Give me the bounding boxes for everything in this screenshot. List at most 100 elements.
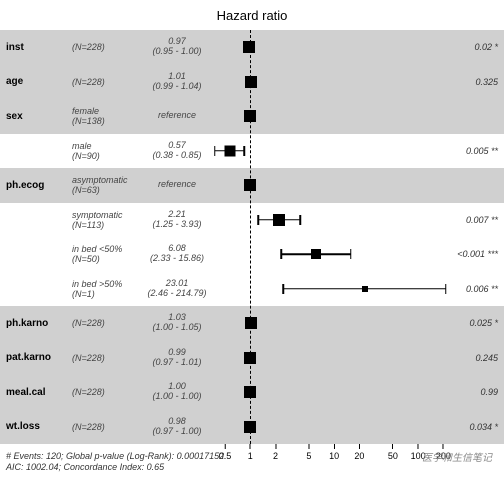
point-marker: [224, 145, 235, 156]
hr-label: reference: [142, 180, 212, 190]
plot-cell: [212, 272, 446, 307]
hr-label: 1.00(1.00 - 1.00): [142, 382, 212, 402]
forest-row: wt.loss(N=228)0.98(0.97 - 1.00) 0.034 *: [0, 410, 504, 445]
axis-tick: 50: [388, 444, 398, 461]
chart-area: inst(N=228)0.97(0.95 - 1.00)0.02 *age(N=…: [0, 30, 504, 444]
point-marker: [243, 41, 255, 53]
axis-tick: 5: [306, 444, 311, 461]
forest-row: inst(N=228)0.97(0.95 - 1.00) 0.02 *: [0, 30, 504, 65]
n-label: (N=228): [72, 77, 142, 87]
axis-tick: 20: [354, 444, 364, 461]
p-value: 0.99: [480, 387, 498, 397]
plot-cell: [212, 341, 446, 376]
hr-label: 2.21(1.25 - 3.93): [142, 210, 212, 230]
ci-cap: [280, 249, 282, 259]
hr-label: 0.98(0.97 - 1.00): [142, 417, 212, 437]
n-label: asymptomatic(N=63): [72, 175, 142, 195]
p-value: 0.325: [475, 77, 498, 87]
ci-cap: [282, 284, 284, 294]
n-label: male(N=90): [72, 141, 142, 161]
hr-label: 6.08(2.33 - 15.86): [142, 244, 212, 264]
variable-label: sex: [0, 111, 72, 122]
chart-title: Hazard ratio: [0, 0, 504, 23]
variable-label: ph.ecog: [0, 180, 72, 191]
ci-cap: [350, 249, 352, 259]
variable-label: ph.karno: [0, 318, 72, 329]
n-label: female(N=138): [72, 106, 142, 126]
p-value: 0.006 **: [466, 284, 498, 294]
p-value: 0.02 *: [474, 42, 498, 52]
plot-cell: [212, 99, 446, 134]
forest-row: symptomatic(N=113)2.21(1.25 - 3.93) 0.007…: [0, 203, 504, 238]
forest-row: ph.ecogasymptomatic(N=63)reference: [0, 168, 504, 203]
p-value: 0.034 *: [469, 422, 498, 432]
x-axis: 0.5125102050100200: [212, 444, 446, 474]
variable-label: pat.karno: [0, 352, 72, 363]
point-marker: [311, 249, 321, 259]
n-label: symptomatic(N=113): [72, 210, 142, 230]
plot-cell: [212, 168, 446, 203]
point-marker: [362, 286, 368, 292]
ci-cap: [445, 284, 447, 294]
n-label: (N=228): [72, 318, 142, 328]
forest-row: ph.karno(N=228)1.03(1.00 - 1.05) 0.025 *: [0, 306, 504, 341]
tick-label: 10: [329, 451, 339, 461]
reference-line: [250, 30, 251, 444]
ci-cap: [244, 146, 246, 156]
n-label: (N=228): [72, 387, 142, 397]
hr-label: 0.97(0.95 - 1.00): [142, 37, 212, 57]
hr-label: 23.01(2.46 - 214.79): [142, 279, 212, 299]
footer-line2: AIC: 1002.04; Concordance Index: 0.65: [6, 462, 224, 474]
ci-cap: [258, 215, 260, 225]
hr-label: 1.01(0.99 - 1.04): [142, 72, 212, 92]
n-label: in bed <50%(N=50): [72, 244, 142, 264]
footer-text: # Events: 120; Global p-value (Log-Rank)…: [6, 451, 224, 474]
n-label: (N=228): [72, 353, 142, 363]
footer-line1: # Events: 120; Global p-value (Log-Rank)…: [6, 451, 224, 463]
tick-label: 5: [306, 451, 311, 461]
plot-cell: [212, 375, 446, 410]
forest-row: pat.karno(N=228)0.99(0.97 - 1.01) 0.245: [0, 341, 504, 376]
forest-row: in bed <50%(N=50)6.08(2.33 - 15.86) <0.00…: [0, 237, 504, 272]
n-label: (N=228): [72, 422, 142, 432]
tick-label: 20: [354, 451, 364, 461]
plot-cell: [212, 203, 446, 238]
forest-row: in bed >50%(N=1)23.01(2.46 - 214.79) 0.00…: [0, 272, 504, 307]
variable-label: meal.cal: [0, 387, 72, 398]
hr-label: 1.03(1.00 - 1.05): [142, 313, 212, 333]
p-value: 0.025 *: [469, 318, 498, 328]
plot-cell: [212, 237, 446, 272]
plot-cell: [212, 410, 446, 445]
tick-label: 50: [388, 451, 398, 461]
ci-cap: [214, 146, 216, 156]
axis-tick: 1: [248, 444, 253, 461]
n-label: in bed >50%(N=1): [72, 279, 142, 299]
variable-label: inst: [0, 42, 72, 53]
forest-row: meal.cal(N=228)1.00(1.00 - 1.00) 0.99: [0, 375, 504, 410]
hr-label: 0.99(0.97 - 1.01): [142, 348, 212, 368]
tick-label: 2: [273, 451, 278, 461]
plot-cell: [212, 134, 446, 169]
axis-tick: 2: [273, 444, 278, 461]
hr-label: reference: [142, 111, 212, 121]
p-value: 0.005 **: [466, 146, 498, 156]
hr-label: 0.57(0.38 - 0.85): [142, 141, 212, 161]
forest-row: male(N=90)0.57(0.38 - 0.85) 0.005 **: [0, 134, 504, 169]
axis-tick: 10: [329, 444, 339, 461]
forest-row: sexfemale(N=138)reference: [0, 99, 504, 134]
tick-label: 1: [248, 451, 253, 461]
watermark: 医学和生信笔记: [422, 449, 492, 464]
point-marker: [245, 317, 257, 329]
plot-cell: [212, 306, 446, 341]
variable-label: age: [0, 76, 72, 87]
variable-label: wt.loss: [0, 421, 72, 432]
point-marker: [273, 214, 285, 226]
forest-row: age(N=228)1.01(0.99 - 1.04) 0.325: [0, 65, 504, 100]
p-value: 0.007 **: [466, 215, 498, 225]
ci-cap: [299, 215, 301, 225]
plot-cell: [212, 30, 446, 65]
plot-cell: [212, 65, 446, 100]
p-value: 0.245: [475, 353, 498, 363]
p-value: <0.001 ***: [457, 249, 498, 259]
n-label: (N=228): [72, 42, 142, 52]
